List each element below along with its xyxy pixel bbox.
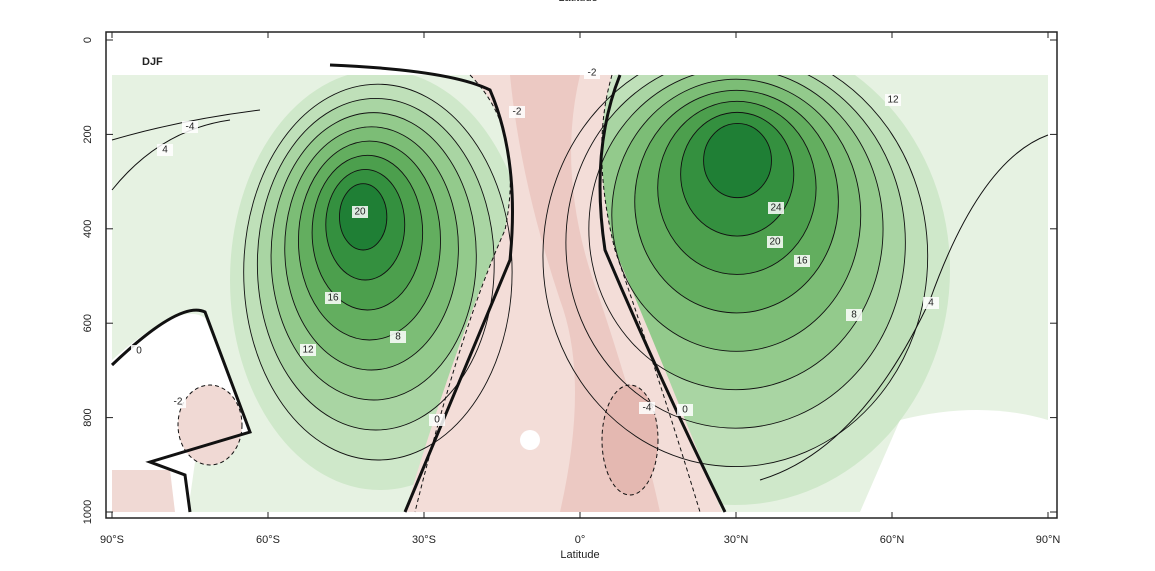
contour-fill [860, 410, 1048, 512]
contour-line [680, 111, 795, 237]
contour-label: 8 [395, 332, 401, 343]
label-bg [390, 331, 406, 343]
label-bg [885, 94, 901, 106]
contour-line [598, 74, 727, 513]
contour-line [565, 75, 906, 429]
contour-label: 24 [770, 203, 782, 214]
x-tick-label: 0° [575, 534, 586, 546]
contour-label: 12 [887, 95, 899, 106]
contour-fill [112, 470, 175, 512]
contour-label: -2 [174, 397, 183, 408]
contour-line [270, 112, 477, 401]
contour-line [325, 169, 406, 281]
x-axis-label: Latitude [560, 549, 599, 561]
x-tick-label: 30°N [724, 534, 749, 546]
contour-line [611, 78, 862, 352]
contour-label: 20 [354, 207, 366, 218]
contour-line [256, 97, 495, 431]
label-bg [923, 297, 939, 309]
contour-fill [703, 123, 772, 198]
contour-line [329, 63, 514, 513]
contour-label: 16 [327, 293, 339, 304]
label-bg [157, 144, 173, 156]
y-tick-label: 200 [82, 125, 94, 143]
contour-label: -4 [643, 403, 652, 414]
x-tick-label: 30°S [412, 534, 436, 546]
label-bg [429, 414, 445, 426]
y-tick-label: 800 [82, 408, 94, 426]
label-bg [170, 396, 186, 408]
contour-label: 0 [434, 415, 440, 426]
label-bg [131, 345, 147, 357]
contour-line [284, 126, 459, 371]
contour-line [634, 89, 839, 314]
y-tick-label: 600 [82, 314, 94, 332]
contour-label: 20 [769, 237, 781, 248]
contour-line [601, 384, 659, 496]
contour-label: -2 [588, 68, 597, 79]
contour-line [177, 384, 243, 466]
contour-label: 8 [851, 310, 857, 321]
contour-line [243, 83, 513, 461]
y-tick-label: 400 [82, 220, 94, 238]
contour-fill [520, 430, 540, 450]
contour-line [657, 100, 817, 275]
x-tick-label: 60°S [256, 534, 280, 546]
contour-label: -2 [513, 107, 522, 118]
label-bg [352, 206, 368, 218]
panel-title: DJF [142, 56, 163, 68]
label-bg [300, 344, 316, 356]
contour-line [297, 140, 441, 341]
y-tick-label: 1000 [82, 500, 94, 524]
contour-line [311, 154, 424, 311]
label-bg [794, 255, 810, 267]
label-bg [182, 121, 198, 133]
label-bg [509, 106, 525, 118]
contour-label: -4 [186, 122, 195, 133]
contour-line [703, 122, 772, 199]
label-bg [325, 292, 341, 304]
label-bg [846, 309, 862, 321]
contour-label: 0 [682, 405, 688, 416]
x-tick-label: 90°S [100, 534, 124, 546]
contour-label: 16 [796, 256, 808, 267]
contour-fill [178, 385, 242, 465]
frame [105, 31, 1058, 519]
x-tick-label: 60°N [880, 534, 905, 546]
top-label: Latitude [558, 0, 597, 4]
contour-line [588, 75, 884, 391]
contour-label: 4 [928, 298, 934, 309]
x-tick-label: 90°N [1036, 534, 1061, 546]
contour-label: 12 [302, 345, 314, 356]
label-bg [639, 402, 655, 414]
label-bg [767, 236, 783, 248]
y-tick-label: 0 [82, 37, 94, 43]
label-bg [768, 202, 784, 214]
contour-line [339, 183, 388, 251]
contour-label: 4 [162, 145, 168, 156]
label-bg [677, 404, 693, 416]
contour-line [542, 75, 929, 467]
label-bg [584, 67, 600, 79]
contour-label: 0 [136, 346, 142, 357]
